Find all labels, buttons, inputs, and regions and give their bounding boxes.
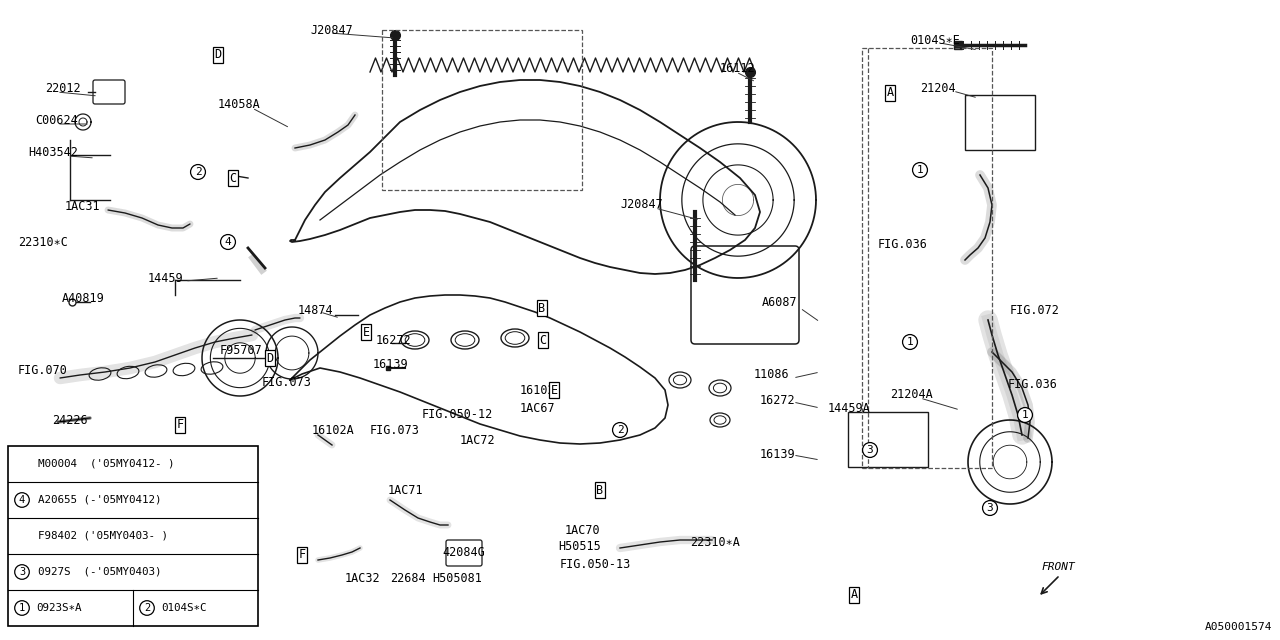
Text: D: D [266, 351, 274, 365]
Text: A: A [887, 86, 893, 99]
Text: 1: 1 [916, 165, 923, 175]
Text: 1: 1 [1021, 410, 1028, 420]
Text: 14459: 14459 [148, 271, 183, 285]
Text: 0104S∗E: 0104S∗E [910, 33, 960, 47]
Text: FIG.073: FIG.073 [370, 424, 420, 436]
Text: H403542: H403542 [28, 147, 78, 159]
Text: FIG.050-13: FIG.050-13 [561, 557, 631, 570]
Text: 1AC70: 1AC70 [564, 524, 600, 536]
Text: FIG.073: FIG.073 [262, 376, 312, 388]
Text: A6087: A6087 [762, 296, 797, 308]
Text: FIG.036: FIG.036 [1009, 378, 1057, 392]
Text: J20847: J20847 [310, 24, 353, 36]
Text: 16139: 16139 [760, 449, 796, 461]
Text: 1AC72: 1AC72 [460, 433, 495, 447]
Text: 16102A: 16102A [312, 424, 355, 436]
Text: 2: 2 [617, 425, 623, 435]
Bar [381, 30, 582, 190]
Text: F: F [298, 548, 306, 561]
Text: 16139: 16139 [372, 358, 408, 371]
Text: 3: 3 [867, 445, 873, 455]
Text: J20847: J20847 [620, 198, 663, 211]
Text: 14459A: 14459A [828, 401, 870, 415]
Text: 1AC67: 1AC67 [520, 401, 556, 415]
Text: 2: 2 [195, 167, 201, 177]
Text: 2: 2 [143, 603, 150, 613]
Text: A40819: A40819 [61, 291, 105, 305]
Text: 4: 4 [19, 495, 26, 505]
Text: D: D [215, 49, 221, 61]
Text: B: B [539, 301, 545, 314]
Bar [861, 48, 992, 468]
Text: B: B [596, 483, 604, 497]
Text: 42084G: 42084G [442, 545, 485, 559]
Text: 21204: 21204 [920, 81, 956, 95]
Text: F98402 ('05MY0403- ): F98402 ('05MY0403- ) [38, 531, 168, 541]
Text: 16102: 16102 [520, 383, 556, 397]
Bar [849, 412, 928, 467]
Text: FIG.070: FIG.070 [18, 364, 68, 376]
Bar [965, 95, 1036, 150]
Text: H50515: H50515 [558, 540, 600, 552]
Text: E: E [550, 383, 558, 397]
Text: 1AC71: 1AC71 [388, 483, 424, 497]
Text: 21204A: 21204A [890, 388, 933, 401]
Text: 3: 3 [987, 503, 993, 513]
Text: 16272: 16272 [376, 333, 412, 346]
Text: 22310∗C: 22310∗C [18, 237, 68, 250]
Text: 11086: 11086 [754, 369, 790, 381]
Text: 3: 3 [19, 567, 26, 577]
Text: 0104S∗C: 0104S∗C [161, 603, 206, 613]
Text: FIG.072: FIG.072 [1010, 303, 1060, 317]
Text: 1: 1 [906, 337, 914, 347]
Text: 24226: 24226 [52, 413, 87, 426]
Bar [8, 446, 259, 626]
Text: 14874: 14874 [298, 303, 334, 317]
Text: 16112: 16112 [719, 61, 755, 74]
Text: A050001574: A050001574 [1204, 622, 1272, 632]
Text: 16272: 16272 [760, 394, 796, 406]
Text: 4: 4 [224, 237, 232, 247]
Text: F95707: F95707 [220, 344, 262, 356]
Text: FIG.036: FIG.036 [878, 239, 928, 252]
Text: 1: 1 [19, 603, 26, 613]
Text: 1AC32: 1AC32 [346, 572, 380, 584]
Text: C00624: C00624 [35, 115, 78, 127]
Text: 22012: 22012 [45, 83, 81, 95]
Text: 1AC31: 1AC31 [65, 200, 101, 214]
Text: 22310∗A: 22310∗A [690, 536, 740, 548]
Text: 14058A: 14058A [218, 99, 261, 111]
Text: F: F [177, 419, 183, 431]
Text: FIG.050-12: FIG.050-12 [422, 408, 493, 422]
Text: E: E [362, 326, 370, 339]
Text: FRONT: FRONT [1041, 562, 1075, 572]
Text: M00004  ('05MY0412- ): M00004 ('05MY0412- ) [38, 459, 174, 469]
Text: 0927S  (-'05MY0403): 0927S (-'05MY0403) [38, 567, 161, 577]
Text: C: C [539, 333, 547, 346]
Text: A20655 (-'05MY0412): A20655 (-'05MY0412) [38, 495, 161, 505]
Text: 22684: 22684 [390, 572, 426, 584]
Text: 0923S∗A: 0923S∗A [36, 603, 82, 613]
Text: H505081: H505081 [433, 572, 481, 584]
Text: A: A [850, 589, 858, 602]
Text: C: C [229, 172, 237, 184]
